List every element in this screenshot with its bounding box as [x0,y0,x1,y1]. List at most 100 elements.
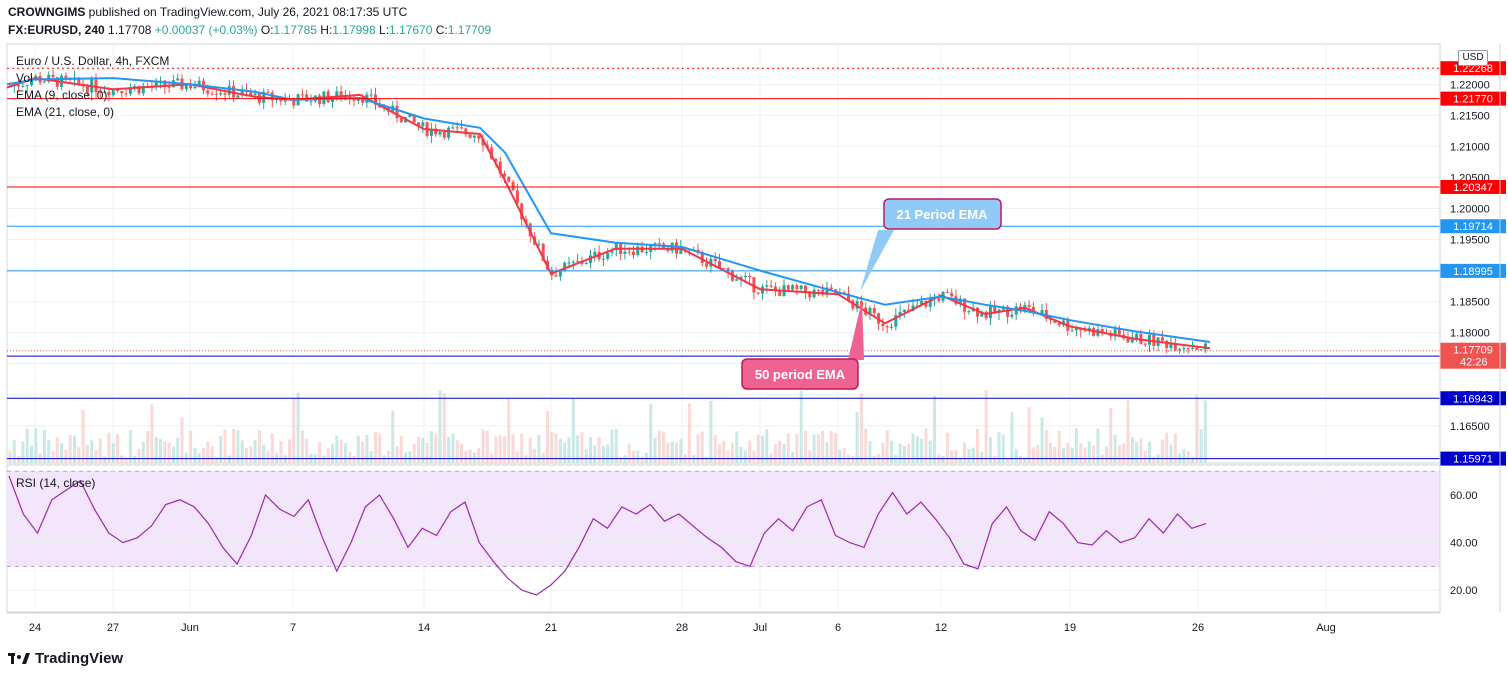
candle-body [657,243,661,245]
volume-bar [696,434,700,463]
candle-body [1173,343,1177,351]
candle-body [993,306,997,313]
volume-bar [386,450,390,463]
volume-bar [12,440,16,463]
candle-body [808,292,812,298]
volume-bar [167,442,171,463]
volume-bar [752,450,756,463]
candle-body [494,159,498,162]
volume-bar [283,455,287,463]
volume-bar [954,449,958,463]
volume-bar [133,455,137,463]
close-value: 1.17709 [447,23,492,37]
candle-body [468,134,472,138]
candle-body [1130,339,1134,343]
candle-body [464,128,468,135]
volume-bar [245,447,248,463]
volume-bar [116,434,119,463]
candle-body [210,93,214,95]
volume-bar [339,439,343,463]
candle-body [928,299,932,307]
volume-bar [589,437,592,463]
candle-body [1006,306,1010,317]
candle-body [429,128,433,136]
volume-bar [756,434,760,463]
candle-body [472,135,476,138]
candle-body [872,307,876,314]
candle-body [881,323,885,327]
last-price-tag [1440,342,1506,369]
volume-bar [1006,457,1010,463]
candle-body [227,85,231,95]
volume-bar [318,442,322,463]
volume-bar [1010,412,1014,463]
candle-body [240,90,244,96]
candle-body [25,85,29,87]
volume-bar [163,441,167,463]
volume-bar [1160,439,1164,463]
candle-body [890,326,893,328]
volume-bar [761,435,764,463]
volume-bar [528,437,532,463]
candle-body [236,95,240,98]
volume-bar [786,433,790,463]
candle-body [193,86,197,89]
ema21-line [6,77,1211,343]
volume-bar [343,443,347,463]
volume-bar [1014,448,1018,463]
volume-bar [1109,408,1113,463]
volume-bar [705,457,709,463]
level-tag-label: 1.19714 [1453,221,1493,233]
volume-bar [670,441,674,463]
candle-body [610,250,614,253]
level-tag-label: 1.18995 [1453,266,1493,278]
volume-bar [950,450,954,463]
candle-body [189,84,193,89]
candle-body [636,246,640,256]
volume-bar [1148,441,1151,463]
y-tick-label: 1.19500 [1450,235,1490,247]
tradingview-logo[interactable]: TradingView [8,650,123,667]
candle-body [1010,314,1014,317]
candle-body [915,305,919,307]
volume-bar [842,447,846,463]
candle-body [21,85,25,87]
volume-bar [1130,437,1134,463]
level-tag-label: 1.15971 [1453,454,1493,466]
candle-body [163,80,167,87]
volume-bar [722,440,726,463]
candle-body [206,90,210,94]
level-tag [1440,263,1506,278]
volume-bar [464,450,468,463]
volume-bar [713,434,717,463]
x-tick-label: 24 [29,622,41,634]
volume-bar [563,442,567,463]
volume-bar [124,457,128,463]
candle-body [120,90,124,94]
volume-bar [988,437,992,463]
low-label: L: [379,23,390,37]
volume-bar [193,447,197,463]
candle-body [804,285,807,293]
currency-button[interactable]: USD [1458,50,1488,66]
volume-bar [1066,442,1070,463]
volume-bar [799,391,803,463]
volume-bar [958,457,962,463]
volume-bar [17,455,21,463]
candle-body [137,86,141,94]
candle-body [576,260,580,262]
candle-body [369,94,373,96]
candle-body [825,287,829,295]
volume-bar [554,433,558,463]
level-tag [1440,179,1506,194]
published-text: published on TradingView.com, July 26, 2… [88,5,408,19]
candle-body [292,99,296,106]
volume-bar [253,439,257,463]
candle-body [765,285,769,287]
volume-bar [1117,444,1121,463]
volume-bar [270,433,274,463]
volume-bar [791,451,795,463]
candle-body [1186,347,1190,350]
ema9-line [6,77,1211,350]
